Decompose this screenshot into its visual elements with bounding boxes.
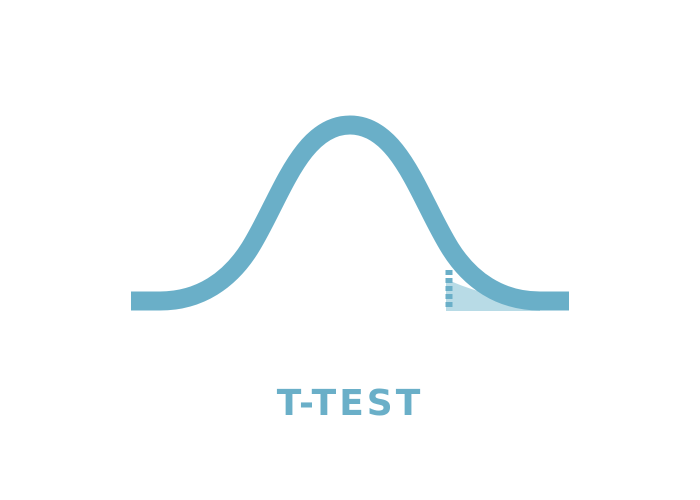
bell-curve: [131, 115, 569, 311]
chart-title: T-TEST: [276, 383, 424, 424]
